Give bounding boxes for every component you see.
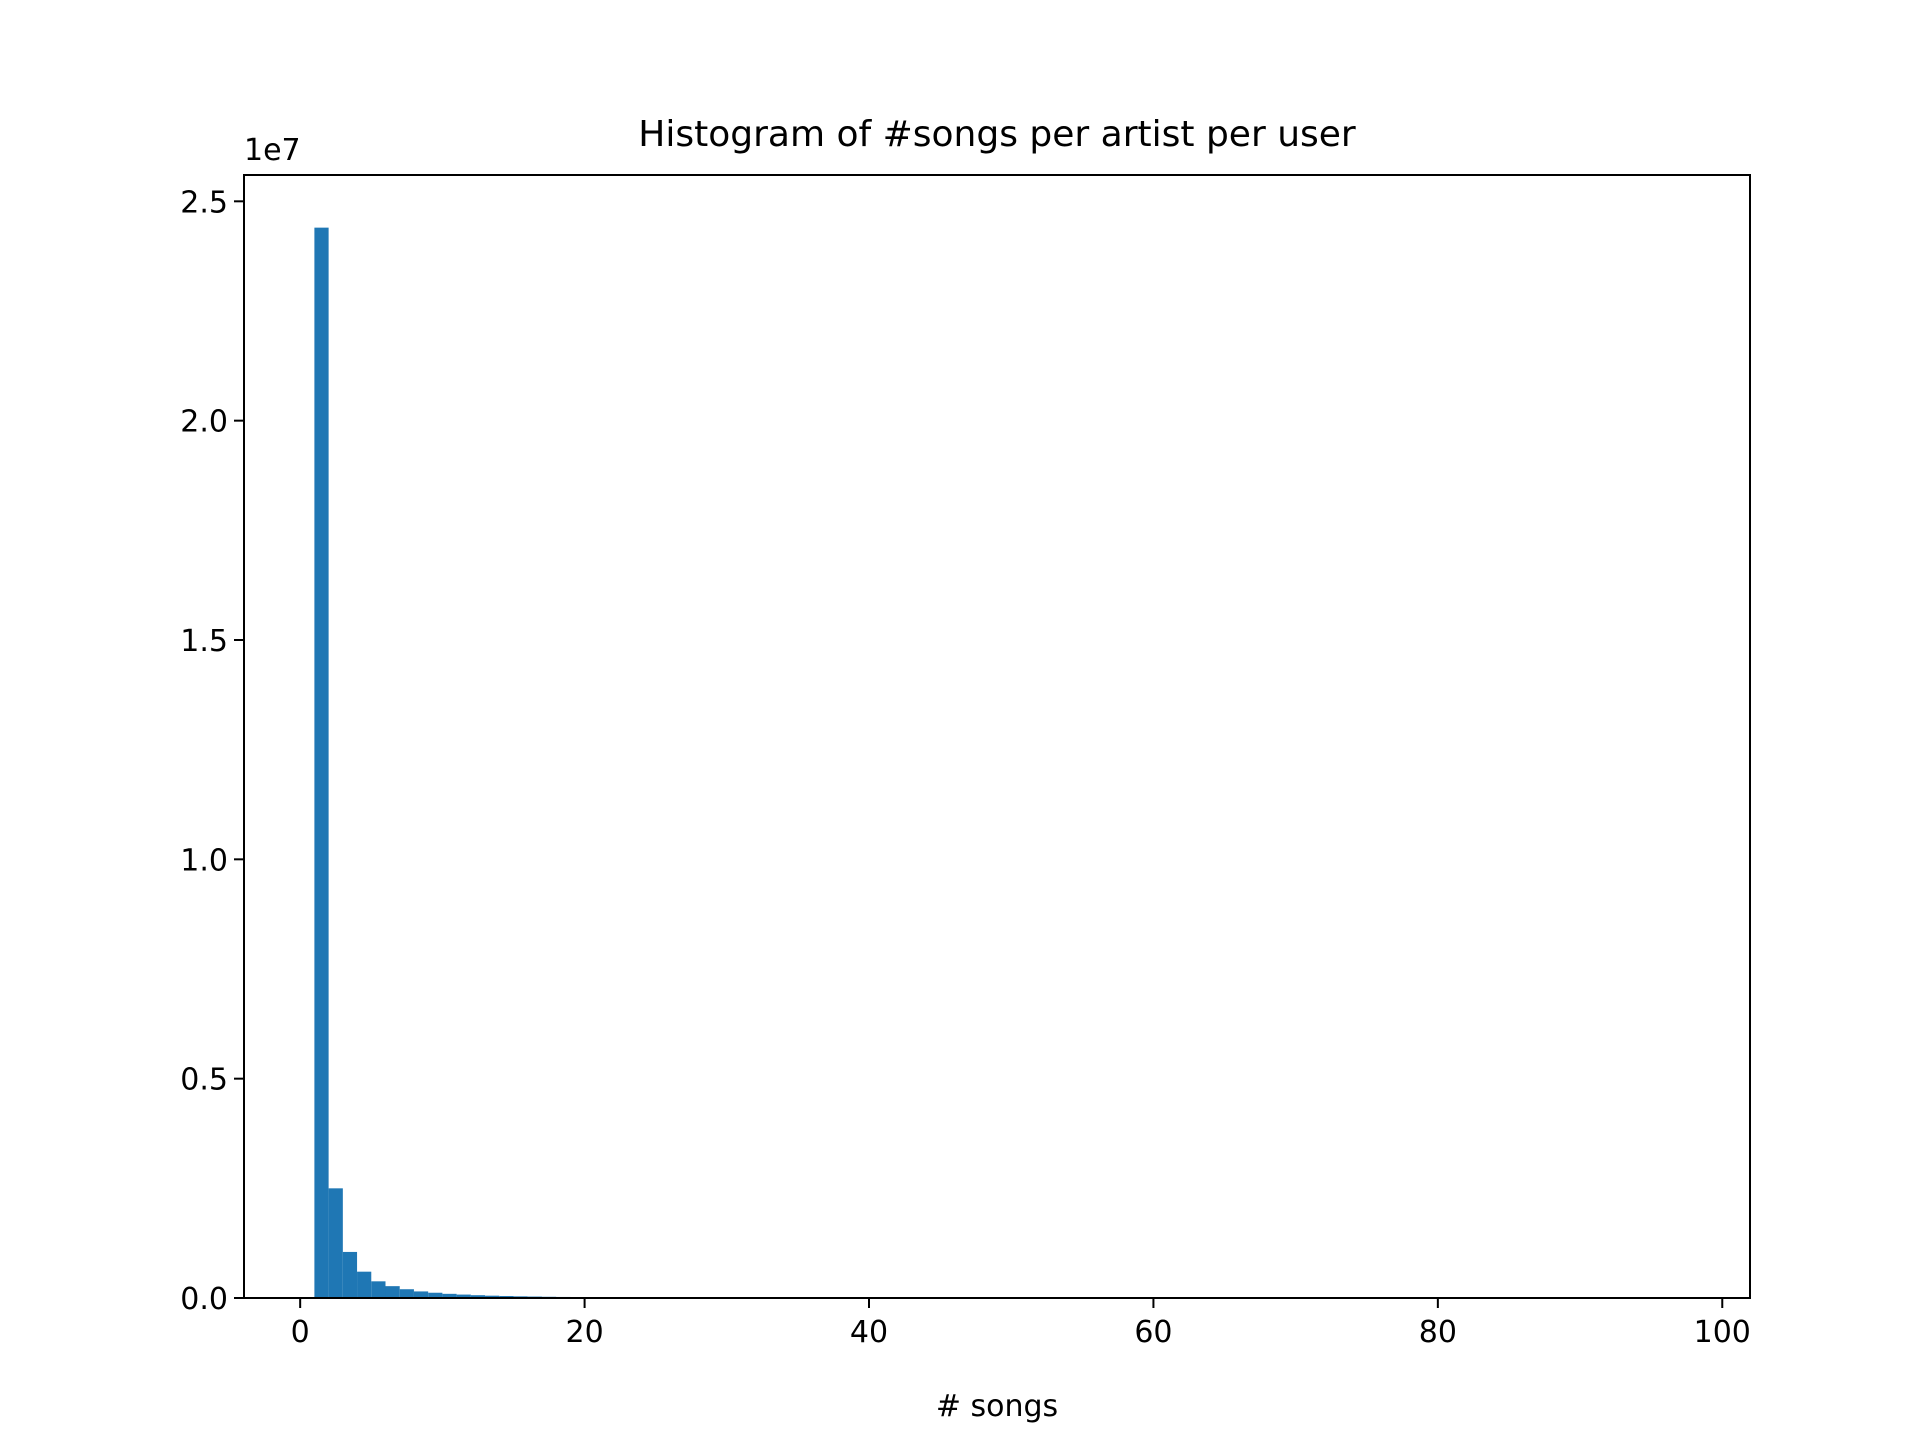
- axes-group: 0 20 40 60 80 100 0.0 0.5 1.0 1.5 2.0 2.5: [180, 175, 1751, 1350]
- x-tick-label: 60: [1134, 1315, 1172, 1350]
- y-tick-label: 1.5: [180, 624, 228, 659]
- chart-title: Histogram of #songs per artist per user: [638, 114, 1356, 155]
- x-tick-label: 20: [565, 1315, 603, 1350]
- y-tick-label: 0.5: [180, 1063, 228, 1098]
- histogram-bar: [371, 1281, 385, 1298]
- y-tick-label: 2.5: [180, 185, 228, 220]
- y-tick-label: 1.0: [180, 843, 228, 878]
- histogram-bar: [357, 1272, 371, 1298]
- y-tick-label: 0.0: [180, 1282, 228, 1317]
- x-axis-label: # songs: [936, 1389, 1058, 1424]
- x-tick-label: 40: [850, 1315, 888, 1350]
- histogram-bar: [314, 228, 328, 1298]
- histogram-bar: [329, 1188, 343, 1298]
- x-tick-label: 80: [1419, 1315, 1457, 1350]
- histogram-bar: [385, 1286, 399, 1298]
- histogram-bar: [400, 1289, 414, 1298]
- histogram-bar: [343, 1252, 357, 1298]
- x-tick-label: 100: [1694, 1315, 1751, 1350]
- y-axis-scale-label: 1e7: [244, 133, 301, 168]
- plot-frame: [244, 175, 1750, 1298]
- y-tick-label: 2.0: [180, 405, 228, 440]
- bars-group: [314, 228, 1708, 1298]
- x-tick-label: 0: [291, 1315, 310, 1350]
